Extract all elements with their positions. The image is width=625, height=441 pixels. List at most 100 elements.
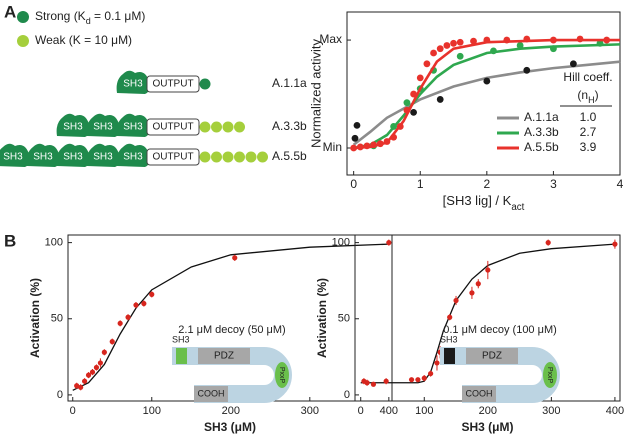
inset-label: PDZ xyxy=(214,351,234,362)
panel-label: B xyxy=(4,231,16,250)
sh3-domain xyxy=(26,143,60,167)
y-axis-label: Activation (%) xyxy=(28,278,42,358)
data-point xyxy=(390,123,398,130)
data-point xyxy=(403,106,411,114)
data-point xyxy=(383,138,391,145)
data-point xyxy=(363,142,371,150)
y-tick-label: Min xyxy=(323,140,342,154)
inset-label: COOH xyxy=(466,388,493,398)
data-point xyxy=(436,96,444,103)
data-point xyxy=(356,143,364,151)
x-axis-label-part: act xyxy=(511,202,524,213)
ligand xyxy=(222,121,234,133)
sh3-domain xyxy=(116,113,150,137)
ligand xyxy=(199,121,211,133)
x-tick-label: 100 xyxy=(143,405,161,417)
data-point xyxy=(351,134,359,142)
legend-text-part: d xyxy=(86,16,91,26)
data-point xyxy=(483,36,491,44)
y-tick-label: Max xyxy=(319,32,342,46)
legend-title: Hill coeff. xyxy=(563,70,612,84)
inset-pxxp xyxy=(275,362,289,388)
data-point xyxy=(133,302,139,308)
sh3-label: SH3 xyxy=(123,122,143,133)
legend-hill: 1.0 xyxy=(580,110,597,124)
data-point xyxy=(447,314,453,320)
data-point xyxy=(423,60,431,68)
data-point xyxy=(74,383,80,389)
inset-pxxp xyxy=(543,362,557,388)
inset-pdz xyxy=(466,348,518,364)
inset: SH3 PDZ COOH PxxP xyxy=(440,334,560,403)
data-point xyxy=(85,372,92,378)
output-label: OUTPUT xyxy=(152,122,193,133)
legend-name: A.1.1a xyxy=(524,110,559,124)
legend-subtitle-part: ) xyxy=(595,88,599,102)
data-point xyxy=(456,52,464,60)
data-point xyxy=(470,37,477,45)
data-point xyxy=(434,360,440,366)
fit-curve xyxy=(353,43,621,150)
sh3-label: SH3 xyxy=(3,152,23,163)
legend-dot xyxy=(17,35,29,47)
inset-label: PxxP xyxy=(278,367,285,384)
legend-text: Strong (Kd = 0.1 μM) xyxy=(35,9,145,26)
sh3-domain xyxy=(56,113,90,137)
legend-text-part: Weak (K = 10 μM) xyxy=(35,33,132,47)
inset-cooh xyxy=(194,386,228,402)
y-tick-label: 0 xyxy=(57,389,63,401)
ligand xyxy=(234,121,245,133)
data-point xyxy=(408,377,415,383)
x-axis-label-part: SH3 (μM) xyxy=(204,420,256,434)
data-point xyxy=(550,45,557,53)
sh3-label: SH3 xyxy=(123,152,143,163)
x-tick-label: 2 xyxy=(483,177,490,191)
x-tick-label: 400 xyxy=(380,405,398,417)
x-axis-label: SH3 (μM) xyxy=(461,420,513,434)
data-point xyxy=(416,74,424,82)
x-axis-label: SH3 (μM) xyxy=(204,420,256,434)
ligand xyxy=(199,78,211,90)
data-point xyxy=(396,123,404,130)
y-tick-label: 100 xyxy=(45,237,63,249)
legend-dot xyxy=(17,11,29,23)
plot-frame xyxy=(346,11,621,176)
construct-name: A.1.1a xyxy=(272,76,307,90)
output-box xyxy=(146,75,200,93)
y-tick-label: 50 xyxy=(51,313,63,325)
inset-decoy xyxy=(444,348,455,364)
x-axis-label-part: [SH3 lig] / K xyxy=(443,193,512,208)
data-point xyxy=(516,42,524,49)
ligand xyxy=(211,121,222,133)
x-axis-label-part: SH3 (μM) xyxy=(461,420,513,434)
sh3-label: SH3 xyxy=(63,122,83,133)
x-tick-label: 200 xyxy=(222,405,240,417)
legend-text: Weak (K = 10 μM) xyxy=(35,33,132,47)
sh3-domain xyxy=(86,143,120,167)
data-point xyxy=(450,39,457,47)
data-point xyxy=(149,291,155,297)
inset-pdz xyxy=(198,348,250,364)
inset-label: SH3 xyxy=(440,334,458,344)
x-tick-label: 400 xyxy=(606,405,624,417)
data-point xyxy=(410,108,417,116)
legend-subtitle-part: H xyxy=(588,95,595,105)
x-tick-label: 3 xyxy=(550,177,557,191)
sh3-domain xyxy=(86,113,120,137)
y-axis-label: Normalized activity xyxy=(308,38,323,148)
inset-decoy xyxy=(176,348,187,364)
x-tick-label: 200 xyxy=(479,405,497,417)
ligand xyxy=(211,151,222,163)
data-point xyxy=(456,38,464,46)
fit-curve xyxy=(360,243,615,384)
output-label: OUTPUT xyxy=(152,152,193,163)
inset-label: SH3 xyxy=(172,334,190,344)
inset-cooh xyxy=(462,386,496,402)
legend-hill: 2.7 xyxy=(580,125,597,139)
sh3-label: SH3 xyxy=(33,152,53,163)
output-box xyxy=(146,118,200,136)
data-point xyxy=(386,240,392,246)
annotation: 0.1 μM decoy (100 μM) xyxy=(443,324,557,336)
data-point xyxy=(97,360,103,366)
